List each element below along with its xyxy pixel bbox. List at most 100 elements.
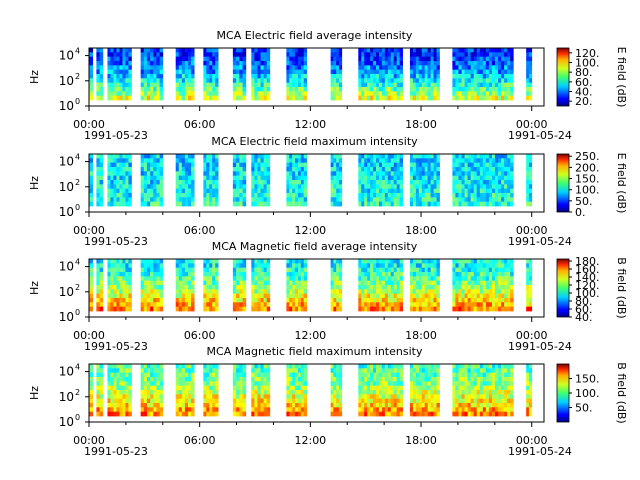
data-cell bbox=[376, 192, 380, 198]
data-cell bbox=[528, 263, 533, 269]
data-cell bbox=[289, 188, 293, 194]
data-cell bbox=[396, 368, 401, 374]
data-cell bbox=[430, 385, 434, 391]
data-cell bbox=[99, 175, 104, 181]
data-cell bbox=[482, 385, 487, 391]
data-cell bbox=[409, 86, 414, 92]
data-cell bbox=[178, 381, 183, 387]
data-cell bbox=[128, 95, 132, 101]
data-cell bbox=[396, 385, 401, 391]
data-cell bbox=[336, 184, 340, 190]
data-cell bbox=[412, 201, 417, 207]
data-cell bbox=[485, 306, 490, 312]
data-cell bbox=[150, 276, 154, 282]
data-cell bbox=[184, 162, 189, 168]
data-cell bbox=[254, 372, 258, 378]
data-cell bbox=[89, 171, 94, 177]
data-cell bbox=[156, 263, 161, 269]
data-cell bbox=[260, 407, 265, 413]
data-cell bbox=[236, 197, 240, 203]
data-cell bbox=[263, 306, 268, 312]
data-cell bbox=[358, 368, 362, 374]
data-cell bbox=[470, 267, 475, 273]
data-cell bbox=[485, 272, 490, 277]
data-cell bbox=[501, 293, 505, 299]
data-cell bbox=[212, 78, 216, 84]
data-cell bbox=[498, 293, 502, 299]
data-cell bbox=[376, 289, 380, 295]
data-cell bbox=[295, 297, 299, 303]
data-cell bbox=[501, 381, 505, 387]
data-cell bbox=[178, 276, 183, 282]
data-cell bbox=[125, 73, 129, 79]
data-cell bbox=[209, 167, 213, 172]
data-cell bbox=[384, 402, 389, 408]
data-cell bbox=[467, 162, 472, 168]
data-cell bbox=[286, 402, 290, 408]
data-cell bbox=[381, 188, 386, 194]
data-block bbox=[526, 154, 533, 207]
data-cell bbox=[470, 86, 475, 92]
data-cell bbox=[232, 385, 237, 391]
data-cell bbox=[485, 398, 490, 404]
data-cell bbox=[364, 56, 368, 62]
data-cell bbox=[418, 52, 423, 58]
x-tick-label: 06:00 bbox=[184, 224, 216, 237]
data-cell bbox=[303, 284, 308, 290]
data-cell bbox=[143, 179, 148, 185]
data-cell bbox=[159, 364, 164, 369]
data-cell bbox=[436, 302, 440, 308]
data-cell bbox=[150, 259, 154, 264]
data-cell bbox=[370, 372, 374, 378]
data-cell bbox=[232, 398, 237, 404]
data-cell bbox=[330, 61, 334, 66]
data-cell bbox=[209, 171, 213, 177]
data-cell bbox=[364, 48, 368, 53]
data-cell bbox=[203, 402, 207, 408]
data-cell bbox=[286, 306, 290, 312]
data-cell bbox=[251, 73, 255, 79]
data-cell bbox=[424, 289, 429, 295]
data-cell bbox=[376, 91, 380, 97]
data-cell bbox=[430, 259, 434, 264]
data-cell bbox=[473, 385, 478, 391]
data-cell bbox=[358, 381, 362, 387]
data-cell bbox=[116, 297, 120, 303]
data-cell bbox=[236, 368, 240, 374]
data-cell bbox=[461, 293, 465, 299]
data-cell bbox=[257, 377, 261, 382]
data-cell bbox=[128, 394, 132, 400]
data-cell bbox=[378, 306, 383, 312]
data-cell bbox=[384, 284, 389, 290]
data-cell bbox=[399, 364, 403, 369]
data-cell bbox=[479, 402, 484, 408]
data-cell bbox=[370, 280, 374, 286]
data-cell bbox=[140, 171, 145, 177]
data-cell bbox=[461, 276, 465, 282]
data-cell bbox=[260, 184, 265, 190]
data-cell bbox=[455, 272, 459, 277]
data-cell bbox=[473, 267, 478, 273]
data-cell bbox=[473, 276, 478, 282]
data-cell bbox=[373, 48, 377, 53]
data-cell bbox=[418, 372, 423, 378]
data-cell bbox=[473, 259, 478, 264]
data-cell bbox=[455, 52, 459, 58]
data-cell bbox=[286, 192, 290, 198]
data-cell bbox=[212, 167, 216, 172]
data-cell bbox=[330, 284, 334, 290]
data-cell bbox=[415, 259, 420, 264]
data-cell bbox=[510, 276, 514, 282]
x-tick-label: 00:00 bbox=[73, 118, 105, 131]
data-cell bbox=[476, 302, 481, 308]
data-cell bbox=[110, 372, 114, 378]
data-cell bbox=[390, 259, 395, 264]
data-cell bbox=[473, 73, 478, 79]
data-cell bbox=[455, 267, 459, 273]
data-cell bbox=[501, 280, 505, 286]
data-cell bbox=[485, 78, 490, 84]
data-cell bbox=[203, 407, 207, 413]
data-cell bbox=[159, 65, 164, 71]
data-cell bbox=[338, 158, 343, 164]
data-cell bbox=[361, 95, 365, 101]
